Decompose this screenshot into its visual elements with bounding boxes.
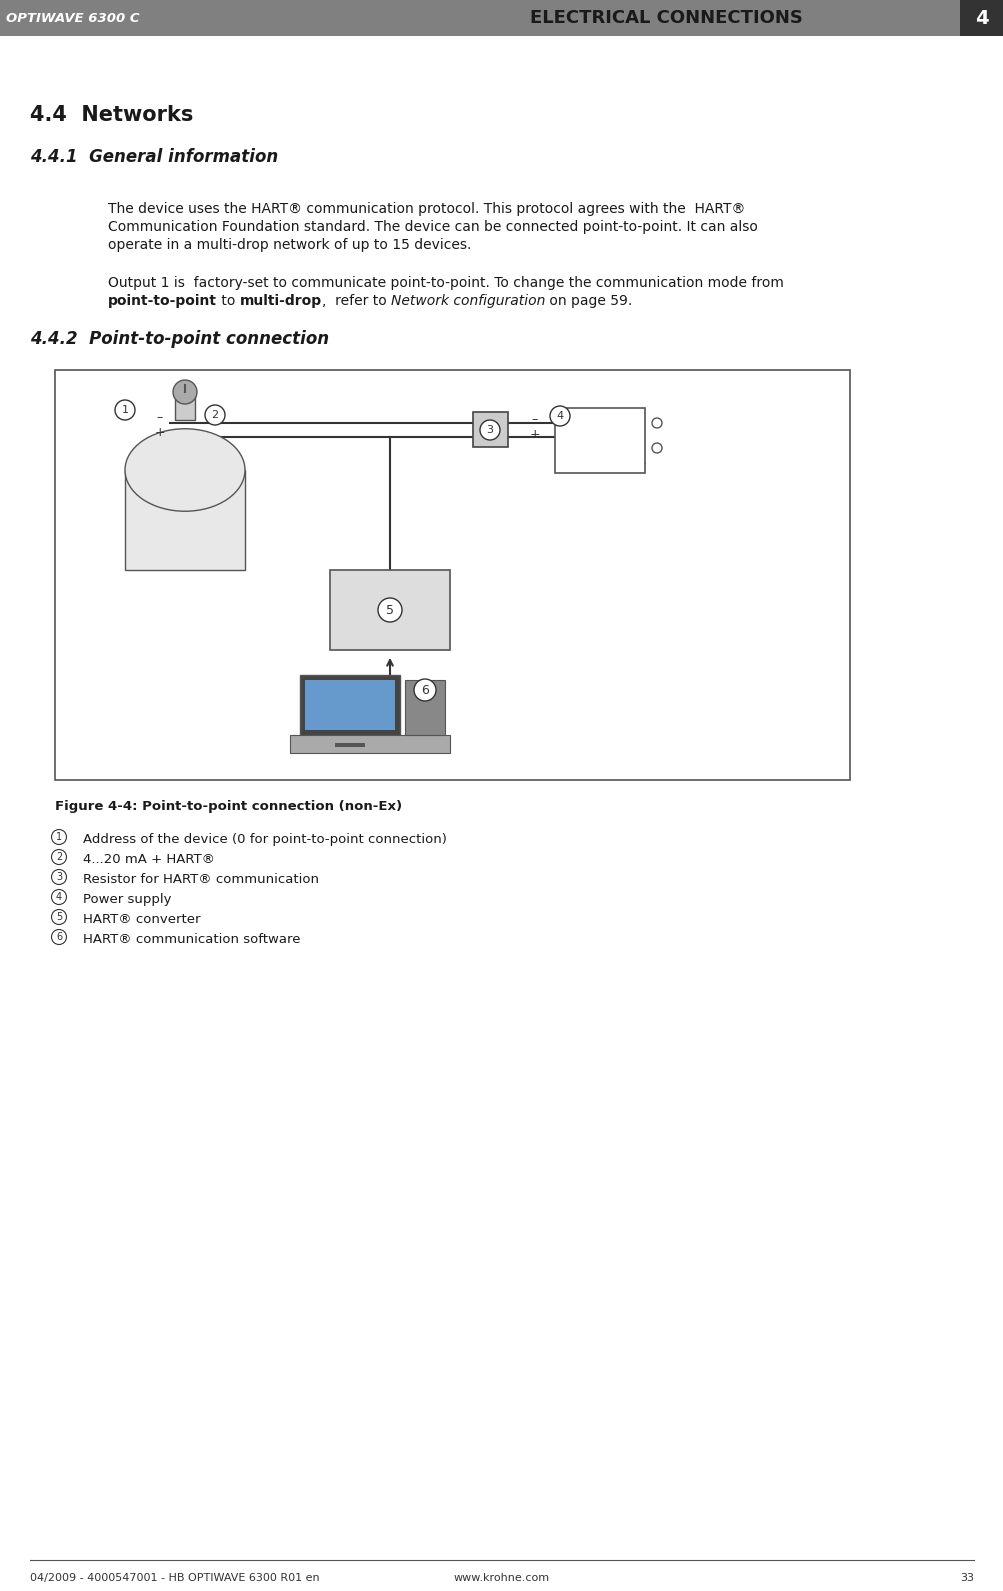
Bar [335,743,365,748]
Circle shape [479,420,499,441]
Bar [330,570,449,651]
Text: 33: 33 [959,1573,973,1583]
Bar [55,371,850,780]
Text: 4: 4 [56,893,62,902]
Bar [175,390,195,420]
Bar [125,469,245,570]
Text: 1: 1 [121,406,128,415]
Polygon shape [555,407,644,473]
Text: Output 1 is  factory-set to communicate point-to-point. To change the communicat: Output 1 is factory-set to communicate p… [108,275,783,290]
Text: +: + [154,425,165,439]
Text: Figure 4-4: Point-to-point connection (non-Ex): Figure 4-4: Point-to-point connection (n… [55,800,402,813]
Text: The device uses the HART® communication protocol. This protocol agrees with the : The device uses the HART® communication … [108,202,744,216]
Bar [959,0,1003,37]
Circle shape [413,679,435,702]
Text: 4: 4 [556,410,563,422]
Text: 3: 3 [56,872,62,881]
Text: +: + [530,428,540,441]
Text: –: – [532,414,538,426]
Ellipse shape [125,428,245,511]
Circle shape [205,406,225,425]
Text: 04/2009 - 4000547001 - HB OPTIWAVE 6300 R01 en: 04/2009 - 4000547001 - HB OPTIWAVE 6300 … [30,1573,319,1583]
Text: 2: 2 [56,853,62,862]
Text: 4.4.1  General information: 4.4.1 General information [30,148,278,165]
Text: 3: 3 [486,425,493,434]
Text: to: to [217,294,240,309]
Text: 4.4  Networks: 4.4 Networks [30,105,194,126]
Text: 1: 1 [56,832,62,842]
Text: point-to-point: point-to-point [108,294,217,309]
Bar [300,675,399,735]
Text: HART® converter: HART® converter [83,913,201,926]
Text: 6: 6 [420,684,428,697]
Bar [0,0,1003,37]
Text: HART® communication software: HART® communication software [83,932,300,947]
Text: 5: 5 [56,912,62,923]
Bar [555,407,644,473]
Text: 4.4.2  Point-to-point connection: 4.4.2 Point-to-point connection [30,329,329,348]
Text: 2: 2 [212,410,219,420]
Circle shape [51,910,66,924]
Bar [404,679,444,735]
Text: 4...20 mA + HART®: 4...20 mA + HART® [83,853,215,866]
Text: operate in a multi-drop network of up to 15 devices.: operate in a multi-drop network of up to… [108,239,470,251]
Text: ELECTRICAL CONNECTIONS: ELECTRICAL CONNECTIONS [530,10,802,27]
Text: 5: 5 [385,603,393,616]
Circle shape [115,399,134,420]
Circle shape [550,406,570,426]
Circle shape [51,889,66,905]
Circle shape [51,829,66,845]
Circle shape [377,598,401,622]
Circle shape [173,380,197,404]
Text: 6: 6 [56,932,62,942]
Text: –: – [156,412,162,425]
Bar [305,679,394,730]
Bar [290,735,449,753]
Text: Address of the device (0 for point-to-point connection): Address of the device (0 for point-to-po… [83,834,446,846]
Text: Network configuration: Network configuration [390,294,545,309]
Circle shape [51,850,66,864]
Circle shape [51,870,66,885]
Circle shape [651,442,661,453]
Circle shape [51,929,66,945]
Text: OPTIWAVE 6300 C: OPTIWAVE 6300 C [6,11,139,24]
Text: www.krohne.com: www.krohne.com [453,1573,550,1583]
Text: 4: 4 [974,8,988,27]
Text: Communication Foundation standard. The device can be connected point-to-point. I: Communication Foundation standard. The d… [108,220,757,234]
Text: on page 59.: on page 59. [545,294,632,309]
Text: Power supply: Power supply [83,893,172,905]
Text: multi-drop: multi-drop [240,294,322,309]
Circle shape [651,418,661,428]
Text: ,  refer to: , refer to [322,294,390,309]
Bar [472,412,508,447]
Text: Resistor for HART® communication: Resistor for HART® communication [83,873,319,886]
